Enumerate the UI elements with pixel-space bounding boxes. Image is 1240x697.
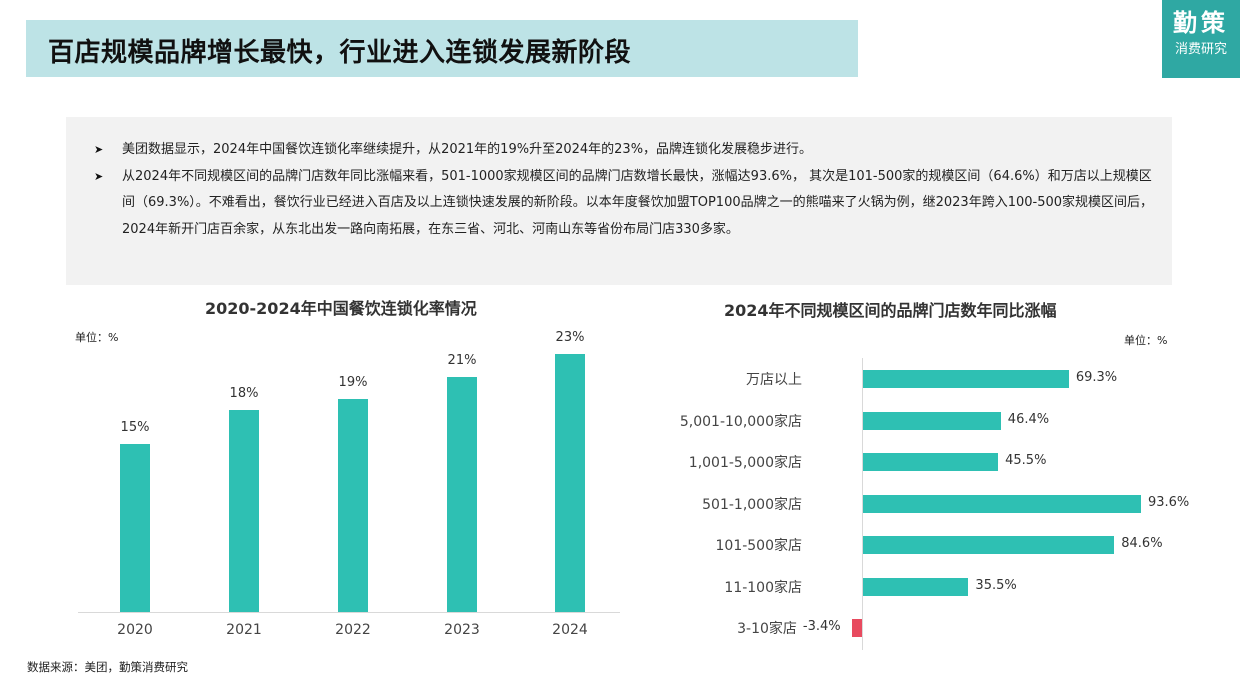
y-category-label: 501-1,000家店 <box>702 497 802 513</box>
bar-value-label: 19% <box>338 375 368 391</box>
bar-3-10家店 <box>851 619 862 637</box>
unit-label: 单位：% <box>75 331 119 344</box>
y-category-label: 1,001-5,000家店 <box>688 455 802 471</box>
bar-value-label: 69.3% <box>1075 370 1118 385</box>
bar-501-1,000家店 <box>863 495 1141 513</box>
bar-value-label: 21% <box>447 352 477 368</box>
bar-101-500家店 <box>863 536 1115 554</box>
bar-value-label: 84.6% <box>1121 536 1163 551</box>
x-axis-line <box>78 612 620 613</box>
y-category-label: 5,001-10,000家店 <box>679 414 802 430</box>
chart-title: 2024年不同规模区间的品牌门店数年同比涨幅 <box>724 301 1057 320</box>
summary-box: ➤ 美团数据显示，2024年中国餐饮连锁化率继续提升，从2021年的19%升至2… <box>66 117 1172 285</box>
y-axis-line <box>862 358 863 650</box>
bar-value-label: 18% <box>229 386 259 402</box>
y-category-label: 101-500家店 <box>715 538 803 554</box>
bar-value-label: 93.6% <box>1147 495 1190 510</box>
data-source-note: 数据来源：美团，勤策消费研究 <box>27 660 188 674</box>
bar-value-label: 35.5% <box>975 578 1017 593</box>
summary-bullet: ➤ 从2024年不同规模区间的品牌门店数年同比涨幅来看，501-1000家规模区… <box>94 164 1154 244</box>
bar-value-label: 46.4% <box>1007 412 1050 427</box>
bar-value-label: 45.5% <box>1005 453 1047 468</box>
x-tick-label: 2023 <box>444 622 480 638</box>
bar-value-label: 15% <box>120 420 150 435</box>
bar-2024 <box>555 354 585 612</box>
bar-2023 <box>447 376 477 612</box>
unit-label: 单位：% <box>1124 334 1168 347</box>
y-category-label: 万店以上 <box>746 372 802 388</box>
y-category-label: 3-10家店 <box>737 621 797 637</box>
arrow-bullet-icon: ➤ <box>94 169 104 183</box>
page-title: 百店规模品牌增长最快，行业进入连锁发展新阶段 <box>48 38 632 68</box>
logo-subtitle: 消费研究 <box>1174 42 1227 57</box>
x-tick-label: 2022 <box>335 622 371 638</box>
page-title-banner: 百店规模品牌增长最快，行业进入连锁发展新阶段 <box>26 20 858 77</box>
x-tick-label: 2020 <box>117 622 153 638</box>
chart-title: 2020-2024年中国餐饮连锁化率情况 <box>205 299 477 318</box>
arrow-bullet-icon: ➤ <box>94 143 104 156</box>
y-category-label: 11-100家店 <box>724 580 802 596</box>
bar-万店以上 <box>863 370 1069 388</box>
logo-name: 勤策 <box>1173 9 1229 37</box>
bar-value-label: 23% <box>555 330 585 346</box>
bar-1,001-5,000家店 <box>863 453 999 471</box>
x-tick-label: 2021 <box>226 622 262 638</box>
brand-logo: 勤策 消费研究 <box>1162 0 1240 78</box>
bar-2020 <box>120 444 150 612</box>
summary-bullet: ➤ 美团数据显示，2024年中国餐饮连锁化率继续提升，从2021年的19%升至2… <box>94 137 1154 164</box>
summary-bullet-text: 从2024年不同规模区间的品牌门店数年同比涨幅来看，501-1000家规模区间的… <box>122 168 1154 237</box>
x-tick-label: 2024 <box>552 622 588 638</box>
bar-value-label: -3.4% <box>802 619 841 634</box>
bar-2021 <box>229 410 259 612</box>
bar-11-100家店 <box>863 578 969 596</box>
bar-2022 <box>338 399 368 612</box>
bar-5,001-10,000家店 <box>863 412 1001 430</box>
summary-list: ➤ 美团数据显示，2024年中国餐饮连锁化率继续提升，从2021年的19%升至2… <box>94 137 1154 243</box>
summary-bullet-text: 美团数据显示，2024年中国餐饮连锁化率继续提升，从2021年的19%升至202… <box>122 142 813 157</box>
